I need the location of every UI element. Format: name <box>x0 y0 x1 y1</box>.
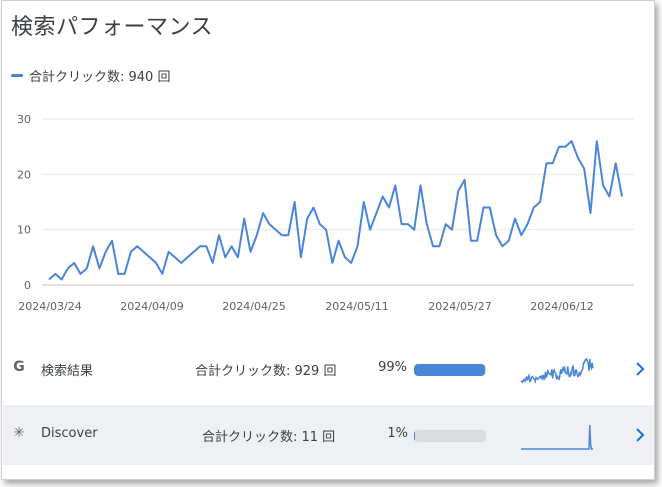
page-title: 検索パフォーマンス <box>11 15 214 40</box>
share-progress-fill <box>414 430 415 442</box>
source-label: Discover <box>41 426 98 441</box>
search-performance-card: 検索パフォーマンス 合計クリック数: 940 回 0 10 20 30 2024/03/… <box>1 0 655 480</box>
sparkline <box>520 357 594 384</box>
y-tick-label: 20 <box>17 168 31 181</box>
x-tick-label: 2024/04/25 <box>222 300 285 313</box>
source-clicks: 合計クリック数: 929 回 <box>195 364 337 379</box>
source-row-search-results[interactable]: G 検索結果 合計クリック数: 929 回 99% <box>3 339 654 399</box>
sparkline-series <box>520 357 594 384</box>
chevron-right-icon[interactable] <box>633 423 647 447</box>
source-row-discover[interactable]: ✳ Discover 合計クリック数: 11 回 1% <box>3 405 654 465</box>
asterisk-icon: ✳ <box>13 425 25 441</box>
share-progress-fill <box>414 364 486 376</box>
share-progress-bar <box>414 364 486 376</box>
y-tick-label: 10 <box>17 224 31 237</box>
legend-swatch <box>11 74 23 77</box>
legend-label: 合計クリック数: 940 回 <box>29 70 171 85</box>
source-percent: 1% <box>387 426 408 441</box>
x-tick-label: 2024/05/27 <box>428 300 491 313</box>
sparkline <box>521 424 593 450</box>
google-g-icon: G <box>13 359 25 375</box>
clicks-series-line <box>48 140 623 281</box>
source-clicks: 合計クリック数: 11 回 <box>202 430 336 445</box>
source-percent: 99% <box>378 360 407 375</box>
x-tick-label: 2024/03/24 <box>18 300 81 313</box>
share-progress-bar <box>414 430 486 442</box>
y-tick-label: 30 <box>17 113 31 126</box>
chevron-right-icon[interactable] <box>633 357 647 381</box>
x-tick-label: 2024/06/12 <box>530 300 593 313</box>
x-tick-label: 2024/05/11 <box>325 300 388 313</box>
x-tick-label: 2024/04/09 <box>120 300 183 313</box>
source-label: 検索結果 <box>41 364 94 379</box>
sparkline-series <box>521 424 593 450</box>
chart-legend: 合計クリック数: 940 回 <box>11 66 170 85</box>
y-tick-label: 0 <box>24 279 31 292</box>
clicks-line-chart: 0 10 20 30 2024/03/24 2024/04/09 2024/04/25 202… <box>17 113 634 313</box>
